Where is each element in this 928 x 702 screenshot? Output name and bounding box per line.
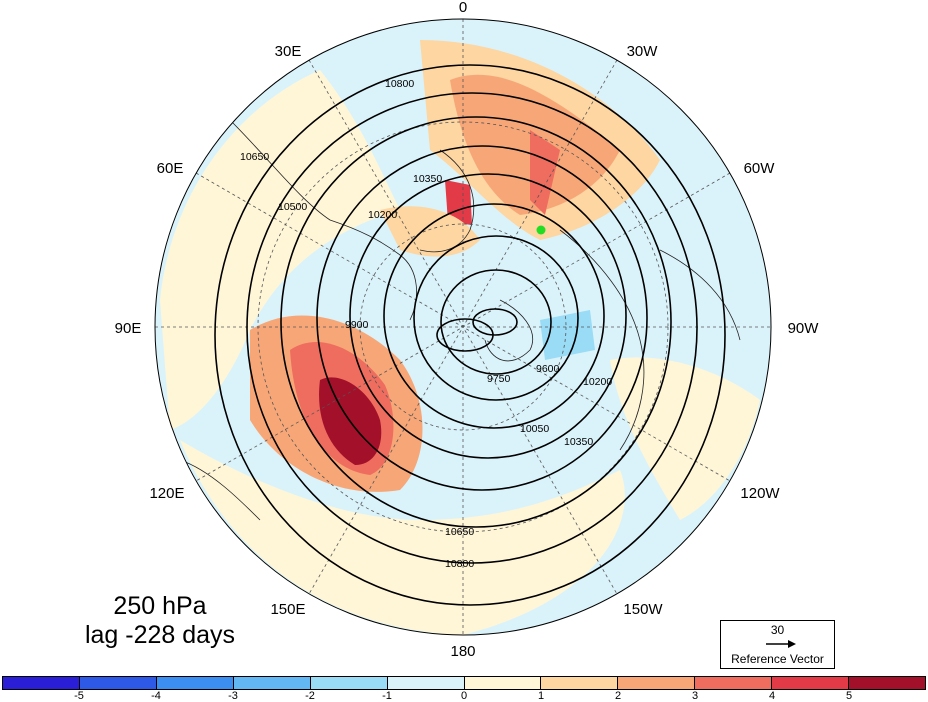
colorbar-tick-label: 3 (691, 690, 699, 702)
lon-label-120w: 120W (740, 485, 780, 502)
contour-label: 10650 (445, 526, 474, 538)
level-annotation: 250 hPa lag -228 days (40, 592, 280, 650)
lon-label-150w: 150W (623, 601, 663, 618)
coastlines (179, 119, 741, 521)
colorbar-swatch (156, 677, 234, 689)
contour-label: 10050 (520, 423, 549, 435)
colorbar-swatch (233, 677, 311, 689)
anomaly-shading (160, 40, 760, 635)
colorbar-tick-label: -3 (228, 690, 238, 702)
lon-label-150e: 150E (270, 601, 305, 618)
pressure-level: 250 hPa (113, 592, 207, 620)
lon-label-180: 180 (450, 643, 475, 660)
lon-label-60e: 60E (157, 160, 184, 177)
colorbar-tick-label: 4 (768, 690, 776, 702)
lag-label: lag -228 days (84, 621, 236, 649)
contour-label: 9750 (487, 373, 511, 385)
colorbar-swatch (3, 677, 80, 689)
colorbar-swatch (695, 677, 773, 689)
colorbar-swatch (772, 677, 850, 689)
lon-label-0: 0 (459, 0, 467, 16)
colorbar-swatch (849, 677, 926, 689)
lon-label-120e: 120E (149, 485, 184, 502)
colorbar-swatch (618, 677, 696, 689)
lon-label-60w: 60W (744, 160, 776, 177)
colorbar-swatch (387, 677, 465, 689)
reference-arrow-icon (766, 640, 796, 648)
contour-label: 10350 (564, 436, 593, 448)
location-marker (536, 225, 546, 235)
contour-label: 10200 (368, 209, 397, 221)
lon-label-90w: 90W (788, 320, 820, 337)
contour-label: 10500 (278, 201, 307, 213)
reference-vector-title: Reference Vector (731, 652, 824, 666)
map-boundary (154, 18, 772, 636)
colorbar-swatch (464, 677, 542, 689)
colorbar-tick-label: 2 (614, 690, 622, 702)
colorbar-tick-label: 1 (537, 690, 545, 702)
longitude-label-group: 0 30W 60W 90W 120W 150W 180 150E 120E 90… (115, 0, 820, 660)
colorbar (2, 676, 926, 690)
contour-label: 10800 (385, 78, 414, 90)
contour-label: 10350 (413, 173, 442, 185)
colorbar-tick-label: -4 (151, 690, 161, 702)
colorbar-tick-label: -2 (305, 690, 315, 702)
reference-vector-value: 30 (770, 623, 785, 637)
lon-label-90e: 90E (115, 320, 142, 337)
contour-label: 10200 (583, 376, 612, 388)
contour-label: 10800 (445, 558, 474, 570)
contour-label: 9900 (345, 319, 369, 331)
colorbar-tick-label: -1 (382, 690, 392, 702)
colorbar-tick-label: 5 (845, 690, 853, 702)
lon-label-30e: 30E (275, 43, 302, 60)
contour-label: 10650 (240, 151, 269, 163)
colorbar-swatch (541, 677, 619, 689)
lon-label-30w: 30W (627, 43, 659, 60)
graticule (155, 19, 771, 635)
height-contours (214, 64, 726, 606)
colorbar-tick-label: -5 (74, 690, 84, 702)
colorbar-tick-label: 0 (460, 690, 468, 702)
contour-label-group: 10800 10800 10650 10650 10500 10350 1035… (240, 78, 612, 570)
reference-vector-box: 30 Reference Vector (720, 620, 835, 669)
colorbar-swatch (79, 677, 157, 689)
contour-label: 9600 (536, 363, 560, 375)
colorbar-swatch (310, 677, 388, 689)
